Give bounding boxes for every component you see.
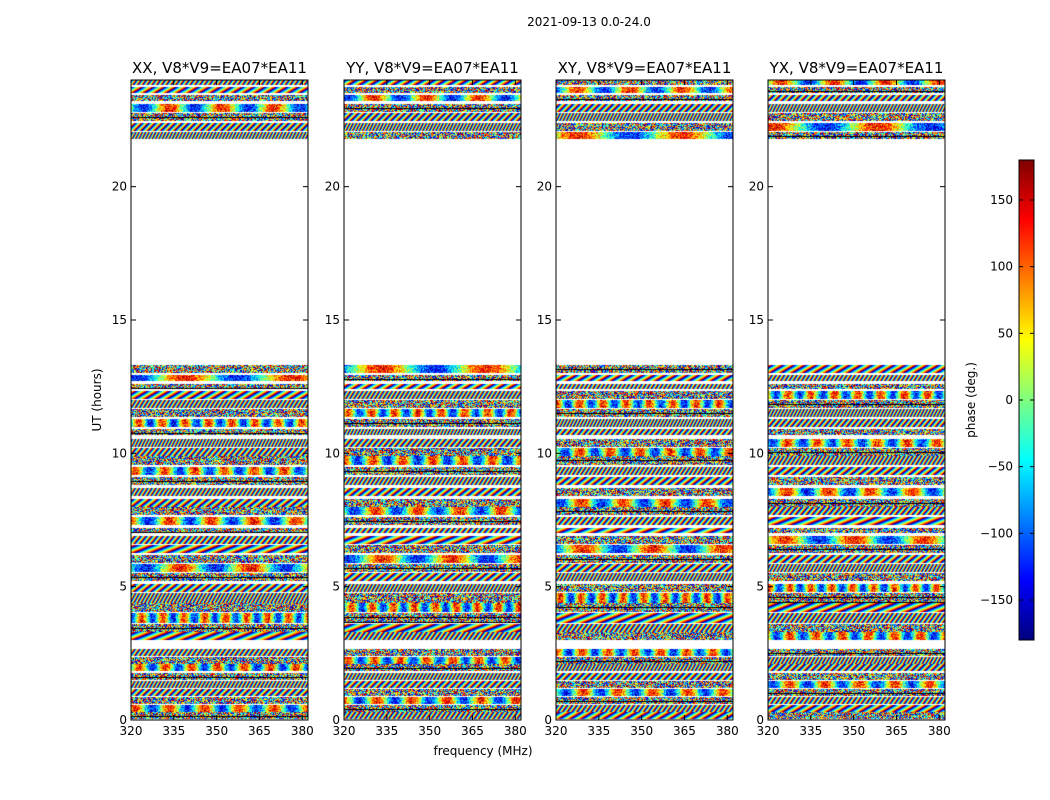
- x-tick-label: 335: [799, 724, 822, 738]
- x-tick-label: 365: [248, 724, 271, 738]
- colorbar: 150 100 50 0 −50 −100 −150: [980, 159, 1035, 641]
- x-tick-label: 365: [885, 724, 908, 738]
- y-tick-label: 5: [332, 580, 340, 594]
- colorbar-tick-label: −150: [980, 593, 1013, 607]
- colorbar-tick-label: −50: [988, 460, 1013, 474]
- x-tick-label: 380: [716, 724, 739, 738]
- colorbar-tick-label: 0: [1005, 393, 1013, 407]
- x-tick-label: 350: [205, 724, 228, 738]
- heatmap-cells: [344, 80, 521, 720]
- y-tick-label: 15: [325, 313, 340, 327]
- colorbar-label: phase (deg.): [964, 362, 978, 438]
- x-tick-label: 365: [461, 724, 484, 738]
- x-tick-label: 335: [587, 724, 610, 738]
- heatmap-cells: [768, 80, 945, 720]
- panel-xx: XX, V8*V9=EA07*EA11 320 335 350 365 380 0 5 10 15…: [112, 59, 314, 738]
- figure-title: 2021-09-13 0.0-24.0: [527, 15, 651, 29]
- y-tick-label: 10: [749, 446, 764, 460]
- x-tick-label: 320: [333, 724, 356, 738]
- y-tick-label: 0: [332, 713, 340, 727]
- x-tick-label: 320: [757, 724, 780, 738]
- y-tick-label: 5: [756, 580, 764, 594]
- panel-xy: XY, V8*V9=EA07*EA11 320 335 350 365 380 0 5 10 15…: [537, 59, 739, 738]
- y-tick-label: 15: [112, 313, 127, 327]
- x-tick-label: 335: [162, 724, 185, 738]
- x-tick-label: 380: [291, 724, 314, 738]
- y-tick-label: 5: [544, 580, 552, 594]
- y-tick-label: 15: [537, 313, 552, 327]
- x-tick-label: 365: [673, 724, 696, 738]
- colorbar-tick-label: 100: [990, 260, 1013, 274]
- y-tick-label: 10: [325, 446, 340, 460]
- colorbar-tick-label: −100: [980, 526, 1013, 540]
- axes-frame: [555, 79, 734, 721]
- y-tick-label: 10: [112, 446, 127, 460]
- colorbar-tick-label: 150: [990, 193, 1013, 207]
- panel-title: YX, V8*V9=EA07*EA11: [769, 59, 944, 77]
- x-tick-label: 335: [375, 724, 398, 738]
- x-tick-label: 350: [418, 724, 441, 738]
- x-tick-label: 380: [928, 724, 951, 738]
- panel-title: XY, V8*V9=EA07*EA11: [558, 59, 732, 77]
- axes-frame: [130, 79, 309, 721]
- panels-group: XX, V8*V9=EA07*EA11 320 335 350 365 380 0 5 10 15…: [112, 59, 951, 738]
- panel-yy: YY, V8*V9=EA07*EA11 320 335 350 365 380 0 5 10 15…: [325, 59, 527, 738]
- colorbar-tick-label: 50: [998, 326, 1013, 340]
- y-tick-label: 20: [537, 180, 552, 194]
- y-axis-label: UT (hours): [90, 368, 104, 431]
- heatmap-cells: [556, 80, 733, 720]
- heatmap-cells: [131, 80, 308, 720]
- x-tick-label: 350: [842, 724, 865, 738]
- y-tick-label: 20: [325, 180, 340, 194]
- y-tick-label: 20: [112, 180, 127, 194]
- panel-title: YY, V8*V9=EA07*EA11: [345, 59, 519, 77]
- x-tick-label: 320: [120, 724, 143, 738]
- axes-frame: [767, 79, 946, 721]
- y-tick-label: 20: [749, 180, 764, 194]
- y-tick-label: 0: [544, 713, 552, 727]
- x-tick-label: 320: [545, 724, 568, 738]
- panel-yx: YX, V8*V9=EA07*EA11 320 335 350 365 380 0 5 10 15…: [749, 59, 951, 738]
- y-tick-label: 15: [749, 313, 764, 327]
- axes-frame: [343, 79, 522, 721]
- y-tick-label: 0: [756, 713, 764, 727]
- y-tick-label: 10: [537, 446, 552, 460]
- x-tick-label: 380: [504, 724, 527, 738]
- x-axis-label: frequency (MHz): [433, 744, 532, 758]
- panel-title: XX, V8*V9=EA07*EA11: [132, 59, 307, 77]
- y-tick-label: 0: [119, 713, 127, 727]
- y-tick-label: 5: [119, 580, 127, 594]
- x-tick-label: 350: [630, 724, 653, 738]
